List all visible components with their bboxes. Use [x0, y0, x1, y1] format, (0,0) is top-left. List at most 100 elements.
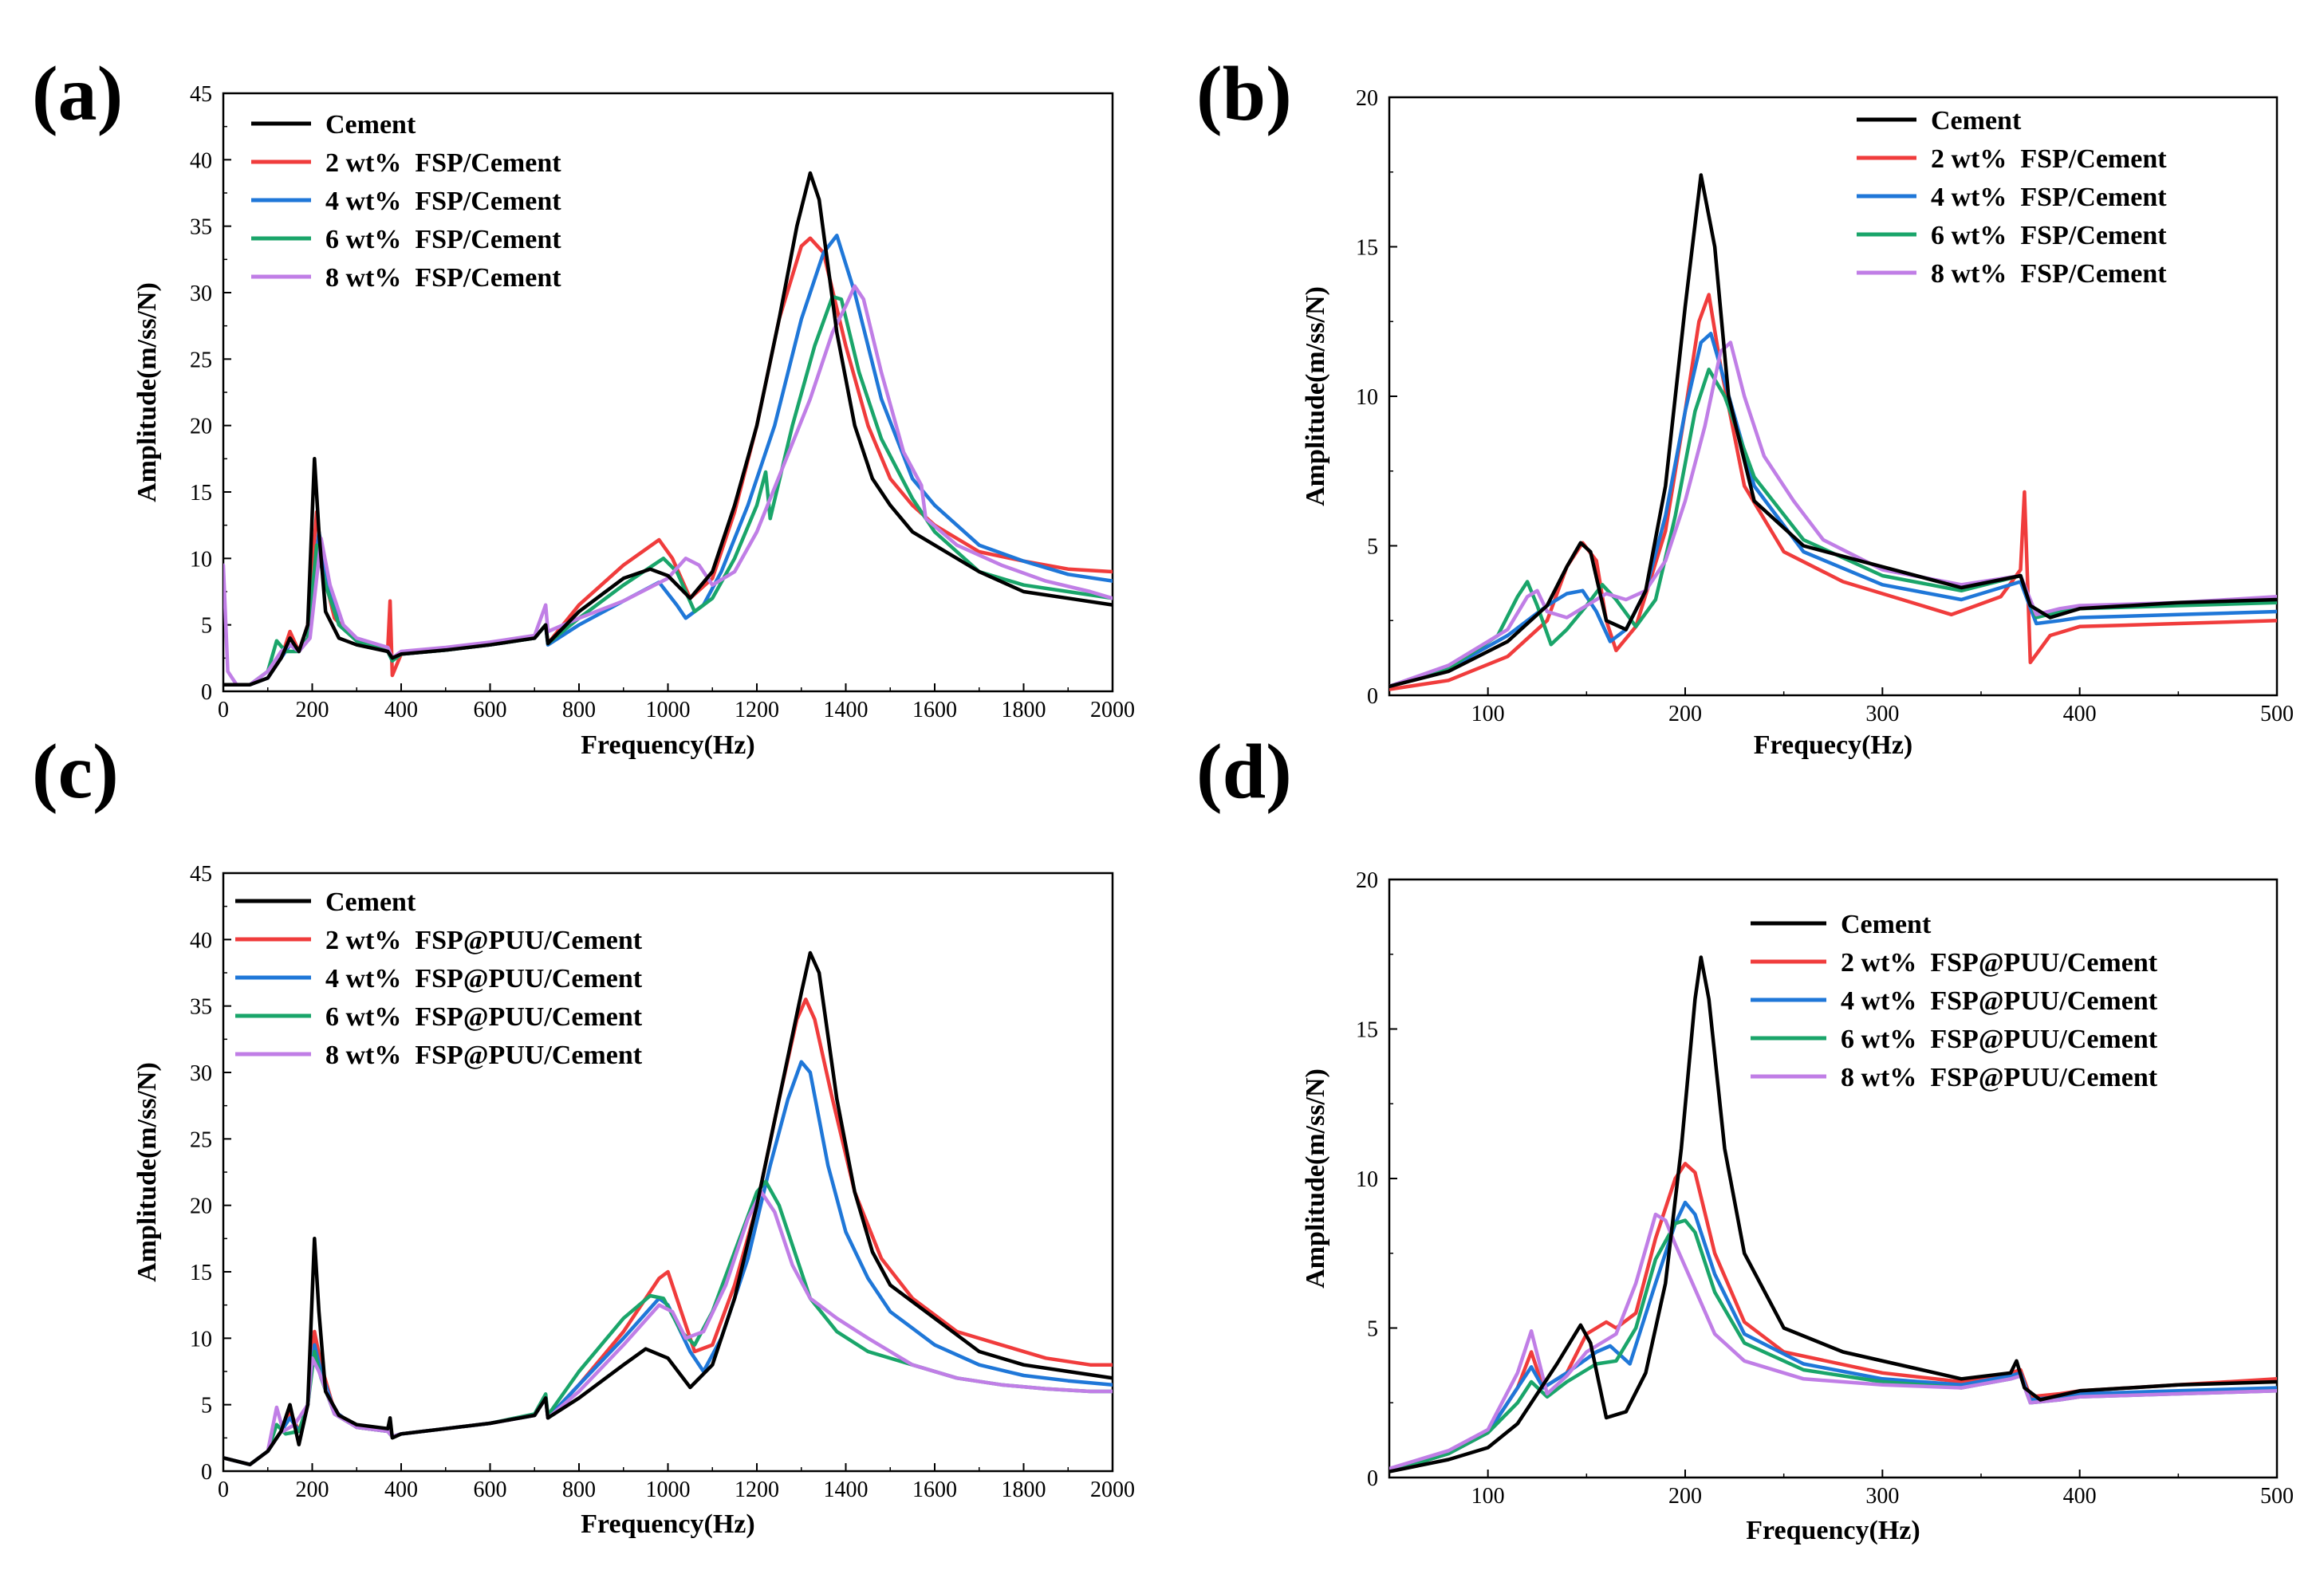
series-line-4-wt-fsp-cement — [223, 234, 1113, 687]
y-tick-label: 5 — [201, 614, 212, 639]
x-tick-label: 300 — [1865, 1484, 1899, 1509]
x-tick-label: 800 — [562, 1478, 596, 1502]
x-tick-label: 1600 — [912, 1478, 957, 1502]
legend: Cement 2 wt% FSP/Cement 4 wt% FSP/Cement 6 … — [251, 110, 561, 293]
series-line-4-wt-fsp-cement — [1389, 332, 2277, 689]
x-tick-label: 1400 — [824, 1478, 869, 1502]
panel-label: (b) — [1196, 51, 1292, 137]
series-line-6-wt-fsp-cement — [1389, 367, 2277, 689]
y-tick-label: 10 — [1356, 385, 1378, 410]
x-axis-title: Frequency(Hz) — [1746, 1516, 1920, 1545]
y-tick-label: 10 — [190, 1327, 212, 1352]
x-tick-label: 500 — [2260, 1484, 2294, 1509]
plot-frame — [222, 92, 1114, 693]
x-tick-label: 0 — [218, 1478, 229, 1502]
legend-label: Cement — [325, 110, 416, 140]
x-tick-label: 400 — [2063, 702, 2097, 726]
x-tick-label: 0 — [218, 698, 229, 722]
series-line-8-wt-fsp-cement — [1389, 340, 2277, 689]
legend-label: Cement — [1931, 106, 2022, 136]
x-tick-label: 200 — [296, 698, 329, 722]
x-tick-label: 2000 — [1090, 698, 1135, 722]
y-tick-label: 45 — [190, 862, 212, 887]
y-tick-label: 40 — [190, 148, 212, 173]
legend: Cement 2 wt% FSP@PUU/Cement 4 wt% FSP@PUU/… — [235, 887, 643, 1070]
legend-label: 8 wt% FSP/Cement — [325, 263, 561, 293]
y-tick-label: 25 — [190, 1127, 212, 1152]
x-tick-label: 2000 — [1090, 1478, 1135, 1502]
x-tick-label: 800 — [562, 698, 596, 722]
y-tick-label: 20 — [1356, 86, 1378, 111]
x-tick-label: 1000 — [646, 698, 691, 722]
y-tick-label: 0 — [1367, 1466, 1378, 1491]
legend-label: 8 wt% FSP/Cement — [1931, 259, 2167, 289]
series-line-cement — [223, 950, 1113, 1466]
series-line-2-wt-fsp-cement — [223, 236, 1113, 687]
y-tick-label: 45 — [190, 82, 212, 107]
x-tick-label: 1200 — [735, 698, 779, 722]
x-tick-label: 400 — [2063, 1484, 2097, 1509]
x-tick-label: 200 — [1668, 1484, 1702, 1509]
y-tick-label: 25 — [190, 348, 212, 372]
panel-label: (c) — [32, 729, 119, 815]
x-axis-title: Frequency(Hz) — [581, 730, 754, 760]
y-tick-label: 35 — [190, 995, 212, 1020]
y-tick-label: 10 — [190, 547, 212, 572]
y-axis-title: Amplitude(m/ss/N) — [1301, 1068, 1330, 1289]
x-tick-label: 1800 — [1002, 1478, 1046, 1502]
y-tick-label: 15 — [190, 1261, 212, 1285]
x-tick-label: 600 — [474, 1478, 507, 1502]
series-line-cement — [1389, 173, 2277, 689]
y-tick-label: 15 — [1356, 1018, 1378, 1043]
legend-label: 2 wt% FSP/Cement — [325, 148, 561, 178]
chart-panel-1: (a)0 200 400 600 800 1000 1200 1400 1600 1800 2000… — [32, 51, 1135, 760]
legend-label: Cement — [325, 887, 416, 917]
legend-label: 4 wt% FSP/Cement — [1931, 183, 2167, 212]
x-tick-label: 300 — [1865, 702, 1899, 726]
y-tick-label: 10 — [1356, 1167, 1378, 1192]
y-tick-label: 0 — [201, 1460, 212, 1485]
x-tick-label: 100 — [1471, 702, 1505, 726]
y-tick-label: 20 — [1356, 868, 1378, 893]
legend-label: 4 wt% FSP/Cement — [325, 187, 561, 216]
x-tick-label: 400 — [384, 698, 418, 722]
legend-label: 8 wt% FSP@PUU/Cement — [1841, 1063, 2158, 1092]
y-tick-label: 30 — [190, 281, 212, 306]
x-tick-label: 200 — [1668, 702, 1702, 726]
panel-label: (a) — [32, 51, 123, 137]
y-tick-label: 20 — [190, 1194, 212, 1219]
x-tick-label: 1400 — [824, 698, 869, 722]
series-line-8-wt-fsp-puu-cement — [1389, 1212, 2277, 1471]
series-line-2-wt-fsp-puu-cement — [1389, 1162, 2277, 1474]
y-tick-label: 15 — [1356, 236, 1378, 261]
series-line-8-wt-fsp-cement — [223, 284, 1113, 687]
y-axis-title: Amplitude(m/ss/N) — [132, 1062, 162, 1282]
series-line-cement — [223, 171, 1113, 687]
x-axis-title: Frequency(Hz) — [581, 1509, 754, 1539]
x-tick-label: 1800 — [1002, 698, 1046, 722]
x-axis-title: Frequecy(Hz) — [1754, 730, 1913, 760]
series-line-6-wt-fsp-puu-cement — [1389, 1218, 2277, 1474]
y-axis-title: Amplitude(m/ss/N) — [1301, 286, 1330, 506]
y-tick-label: 5 — [201, 1394, 212, 1419]
y-tick-label: 35 — [190, 215, 212, 240]
x-tick-label: 600 — [474, 698, 507, 722]
legend-label: 4 wt% FSP@PUU/Cement — [1841, 986, 2158, 1016]
series-line-6-wt-fsp-cement — [223, 294, 1113, 687]
y-tick-label: 0 — [201, 680, 212, 705]
series-line-4-wt-fsp-puu-cement — [1389, 1200, 2277, 1474]
legend: Cement 2 wt% FSP@PUU/Cement 4 wt% FSP@PUU/… — [1751, 910, 2158, 1092]
legend-label: 2 wt% FSP@PUU/Cement — [325, 926, 643, 955]
x-tick-label: 500 — [2260, 702, 2294, 726]
y-tick-label: 15 — [190, 481, 212, 506]
legend-label: 6 wt% FSP@PUU/Cement — [1841, 1025, 2158, 1054]
chart-panel-2: (b) 100 200 300 400 500 0 5 10 15 20 Frequecy(Hz) Am… — [1196, 51, 2294, 760]
chart-panel-4: (d) 100 200 300 400 500 0 5 10 15 20 Frequency(Hz) A… — [1196, 729, 2294, 1545]
legend-label: 6 wt% FSP/Cement — [1931, 221, 2167, 250]
series-line-cement — [1389, 955, 2277, 1474]
y-tick-label: 0 — [1367, 684, 1378, 709]
x-tick-label: 100 — [1471, 1484, 1505, 1509]
legend-label: Cement — [1841, 910, 1932, 939]
legend-label: 2 wt% FSP@PUU/Cement — [1841, 948, 2158, 978]
